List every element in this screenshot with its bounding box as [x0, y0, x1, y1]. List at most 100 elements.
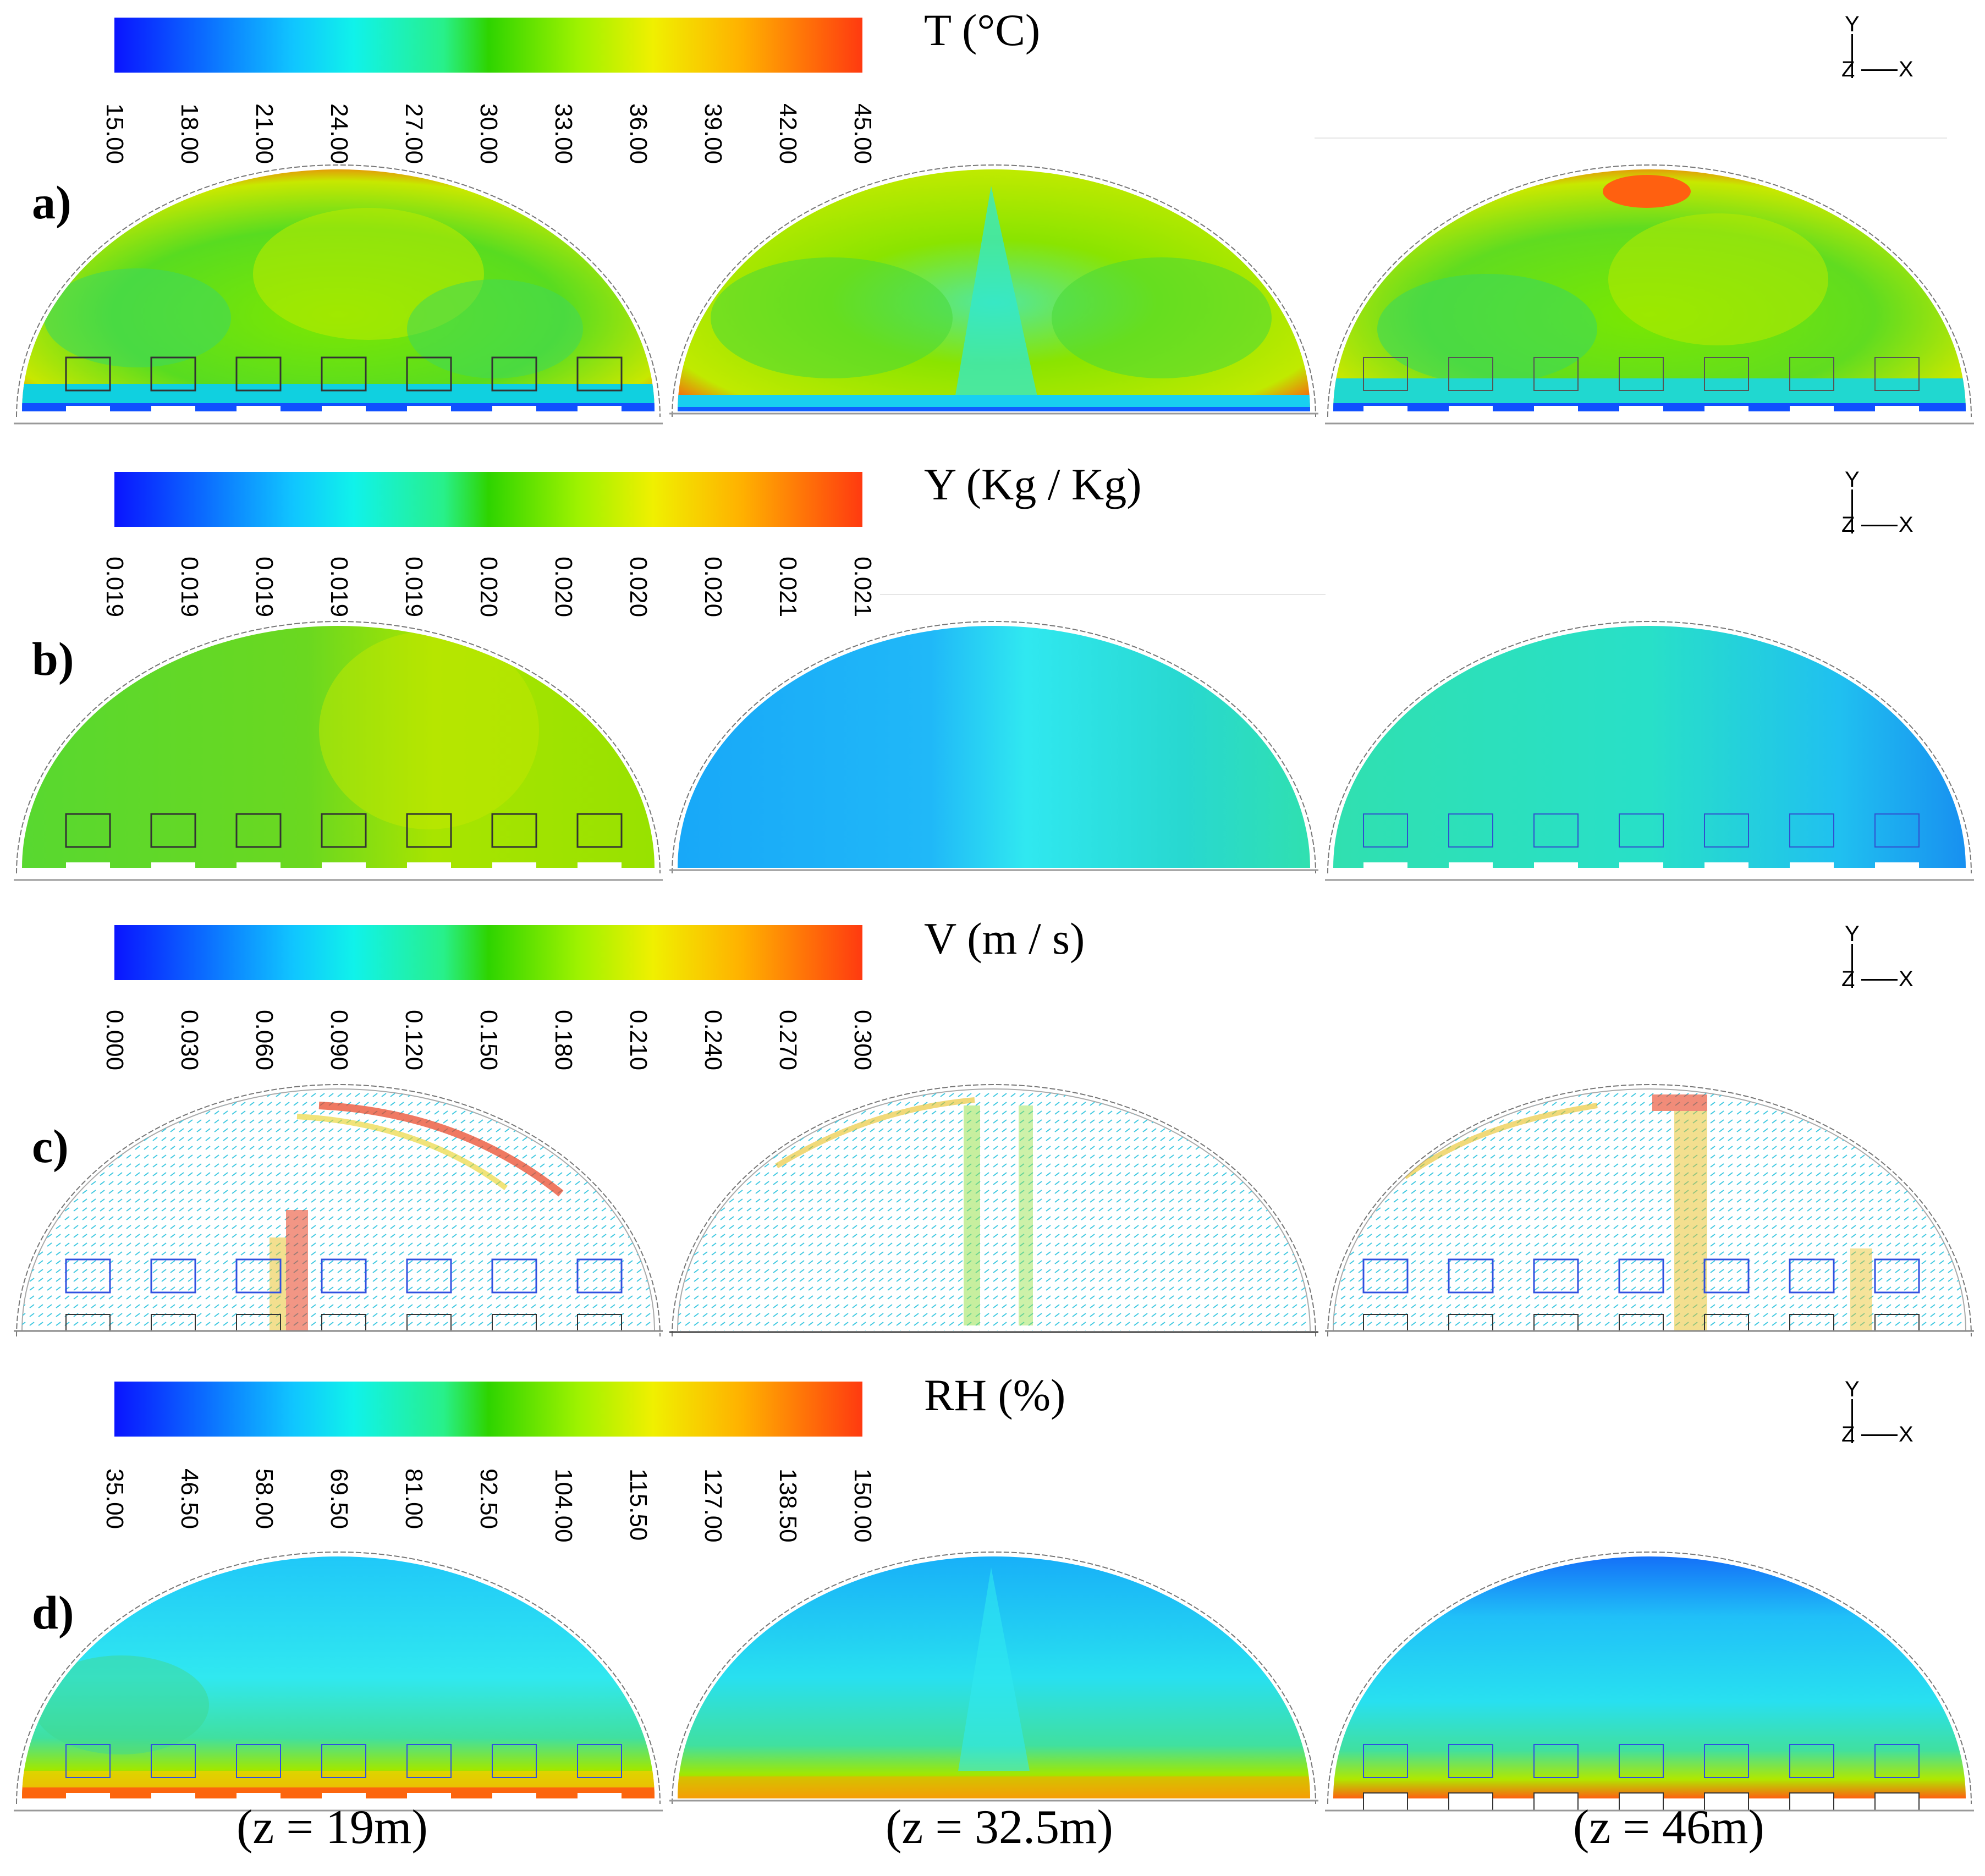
- tick-label: 24.00: [326, 103, 353, 164]
- y-axis-letter: Y: [1845, 922, 1860, 946]
- tick-label: 36.00: [625, 103, 652, 164]
- tick-label: 0.270: [774, 1010, 801, 1071]
- temperature-panel-z46: [1322, 153, 1977, 428]
- relative-humidity-panel-z46: [1322, 1540, 1977, 1815]
- humidity-ratio-panel-z46: [1322, 609, 1977, 884]
- tick-label: 0.150: [475, 1010, 502, 1071]
- axis-line: [1861, 525, 1898, 526]
- axis-line: [1861, 69, 1898, 71]
- tick-label: 81.00: [400, 1468, 427, 1530]
- y-axis-letter: Y: [1845, 1377, 1860, 1401]
- x-axis-letter: X: [1899, 967, 1913, 991]
- tick-label: 138.50: [774, 1468, 801, 1543]
- tick-label: 0.090: [326, 1010, 353, 1071]
- axis-triad: Y Z X: [1837, 467, 1925, 550]
- relative-humidity-panel-z32-5: [667, 1540, 1321, 1815]
- axis-triad: Y Z X: [1837, 922, 1925, 1004]
- tick-label: 69.50: [326, 1468, 353, 1530]
- section-label-z46: (z = 46m): [1573, 1801, 1764, 1854]
- tick-label: 0.019: [176, 557, 203, 618]
- velocity-ticks: 0.000 0.030 0.060 0.090 0.120 0.150 0.18…: [101, 1010, 876, 1081]
- x-axis-letter: X: [1899, 57, 1913, 81]
- tick-label: 58.00: [251, 1468, 278, 1530]
- tick-label: 0.240: [700, 1010, 727, 1071]
- temperature-panel-z32-5: [667, 153, 1321, 428]
- relative-humidity-ticks: 35.00 46.50 58.00 69.50 81.00 92.50 104.…: [101, 1468, 876, 1543]
- tick-label: 0.019: [101, 557, 128, 618]
- z-axis-letter: Z: [1841, 57, 1855, 81]
- separator: [1315, 137, 1947, 139]
- tick-label: 42.00: [774, 103, 801, 164]
- z-axis-letter: Z: [1841, 513, 1855, 537]
- tick-label: 0.120: [400, 1010, 427, 1071]
- tick-label: 39.00: [700, 103, 727, 164]
- axis-line: [1861, 1434, 1898, 1436]
- axis-line: [1861, 979, 1898, 981]
- tick-label: 127.00: [700, 1468, 727, 1543]
- axis-triad: Y Z X: [1837, 12, 1925, 95]
- tick-label: 150.00: [849, 1468, 876, 1543]
- tick-label: 0.210: [625, 1010, 652, 1071]
- velocity-vector-panel-z46: [1322, 1072, 1977, 1347]
- temperature-variable-label: T (°C): [924, 5, 1041, 55]
- tick-label: 35.00: [101, 1468, 128, 1530]
- tick-label: 0.019: [400, 557, 427, 618]
- tick-label: 0.300: [849, 1010, 876, 1071]
- tick-label: 30.00: [475, 103, 502, 164]
- tick-label: 0.180: [550, 1010, 577, 1071]
- axis-line: [1851, 944, 1853, 988]
- humidity-ratio-variable-label: Y (Kg / Kg): [924, 459, 1142, 509]
- tick-label: 45.00: [849, 103, 876, 164]
- temperature-colorbar: [114, 18, 862, 73]
- tick-label: 92.50: [475, 1468, 502, 1530]
- velocity-variable-label: V (m / s): [924, 914, 1085, 964]
- section-label-z19: (z = 19m): [237, 1801, 428, 1854]
- relative-humidity-panel-z19: [11, 1540, 666, 1815]
- z-axis-letter: Z: [1841, 967, 1855, 991]
- velocity-colorbar: [114, 925, 862, 980]
- tick-label: 27.00: [400, 103, 427, 164]
- tick-label: 0.020: [700, 557, 727, 618]
- tick-label: 0.030: [176, 1010, 203, 1071]
- x-axis-letter: X: [1899, 513, 1913, 537]
- tick-label: 46.50: [176, 1468, 203, 1530]
- axis-triad: Y Z X: [1837, 1377, 1925, 1460]
- humidity-ratio-ticks: 0.019 0.019 0.019 0.019 0.019 0.020 0.02…: [101, 557, 876, 628]
- row-label-b: b): [32, 632, 74, 685]
- row-label-d: d): [32, 1586, 74, 1639]
- y-axis-letter: Y: [1845, 12, 1860, 36]
- tick-label: 18.00: [176, 103, 203, 164]
- row-label-a: a): [32, 176, 72, 229]
- humidity-ratio-colorbar: [114, 472, 862, 527]
- separator: [880, 594, 1326, 595]
- tick-label: 0.060: [251, 1010, 278, 1071]
- velocity-vector-panel-z19: [11, 1072, 666, 1347]
- tick-label: 33.00: [550, 103, 577, 164]
- tick-label: 0.021: [849, 557, 876, 618]
- humidity-ratio-panel-z19: [11, 609, 666, 884]
- temperature-panel-z19: [11, 153, 666, 428]
- tick-label: 0.021: [774, 557, 801, 618]
- humidity-ratio-panel-z32-5: [667, 609, 1321, 884]
- axis-line: [1851, 1399, 1853, 1443]
- velocity-vector-panel-z32-5: [667, 1072, 1321, 1347]
- z-axis-letter: Z: [1841, 1422, 1855, 1446]
- x-axis-letter: X: [1899, 1422, 1913, 1446]
- section-label-z32-5: (z = 32.5m): [886, 1801, 1113, 1854]
- axis-line: [1851, 489, 1853, 533]
- temperature-ticks: 15.00 18.00 21.00 24.00 27.00 30.00 33.0…: [101, 103, 876, 175]
- axis-line: [1851, 34, 1853, 78]
- tick-label: 0.019: [326, 557, 353, 618]
- tick-label: 0.020: [550, 557, 577, 618]
- tick-label: 115.50: [625, 1468, 652, 1541]
- tick-label: 15.00: [101, 103, 128, 164]
- tick-label: 0.000: [101, 1010, 128, 1071]
- y-axis-letter: Y: [1845, 467, 1860, 492]
- relative-humidity-colorbar: [114, 1382, 862, 1437]
- row-label-c: c): [32, 1120, 69, 1173]
- relative-humidity-variable-label: RH (%): [924, 1370, 1066, 1420]
- tick-label: 21.00: [251, 103, 278, 164]
- tick-label: 0.019: [251, 557, 278, 618]
- tick-label: 0.020: [475, 557, 502, 618]
- tick-label: 104.00: [550, 1468, 577, 1543]
